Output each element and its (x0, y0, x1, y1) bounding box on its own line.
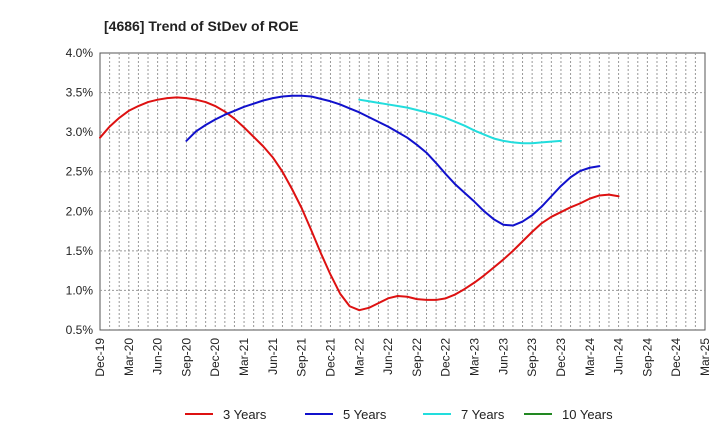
series-line-7-years (358, 98, 562, 145)
x-tick-label: Mar-20 (122, 338, 136, 376)
y-tick-label: 1.5% (66, 244, 94, 258)
x-tick-label: Jun-24 (612, 338, 626, 375)
y-tick-label: 4.0% (66, 46, 94, 60)
x-tick-label: Dec-23 (554, 338, 568, 377)
x-tick-label: Dec-19 (93, 338, 107, 377)
x-tick-label: Jun-21 (266, 338, 280, 375)
y-axis: 0.5% 1.0% 1.5% 2.0% 2.5% 3.0% 3.5% 4.0% (66, 46, 94, 337)
x-tick-label: Dec-20 (208, 338, 222, 377)
x-tick-label: Jun-22 (381, 338, 395, 375)
chart-title: [4686] Trend of StDev of ROE (104, 18, 298, 34)
x-tick-label: Dec-24 (669, 338, 683, 377)
legend-label: 7 Years (461, 407, 505, 422)
x-tick-label: Mar-24 (583, 338, 597, 376)
y-tick-label: 1.0% (66, 283, 94, 297)
y-tick-label: 3.5% (66, 86, 94, 100)
x-tick-label: Mar-21 (237, 338, 251, 376)
x-tick-label: Mar-25 (698, 338, 712, 376)
x-tick-label: Mar-22 (352, 338, 366, 376)
x-tick-label: Sep-23 (525, 338, 539, 377)
y-tick-label: 3.0% (66, 125, 94, 139)
x-tick-label: Dec-21 (323, 338, 337, 377)
x-tick-label: Sep-24 (640, 338, 654, 377)
y-tick-label: 2.0% (66, 204, 94, 218)
x-tick-label: Dec-22 (439, 338, 453, 377)
x-tick-label: Sep-20 (179, 338, 193, 377)
y-tick-label: 0.5% (66, 323, 94, 337)
x-tick-label: Jun-20 (151, 338, 165, 375)
legend: 3 Years 5 Years 7 Years 10 Years (185, 407, 613, 422)
x-tick-label: Mar-23 (468, 338, 482, 376)
x-axis: Dec-19 Mar-20 Jun-20 Sep-20 Dec-20 Mar-21 Jun-… (93, 338, 712, 377)
series-layer (99, 94, 620, 312)
series-line-5-years (185, 94, 601, 227)
y-tick-label: 2.5% (66, 165, 94, 179)
grid (100, 53, 705, 330)
legend-label: 5 Years (343, 407, 387, 422)
legend-label: 10 Years (562, 407, 613, 422)
legend-label: 3 Years (223, 407, 267, 422)
x-tick-label: Jun-23 (496, 338, 510, 375)
plot-area (99, 52, 706, 331)
x-tick-label: Sep-22 (410, 338, 424, 377)
x-tick-label: Sep-21 (295, 338, 309, 377)
series-line-3-years (99, 96, 620, 312)
